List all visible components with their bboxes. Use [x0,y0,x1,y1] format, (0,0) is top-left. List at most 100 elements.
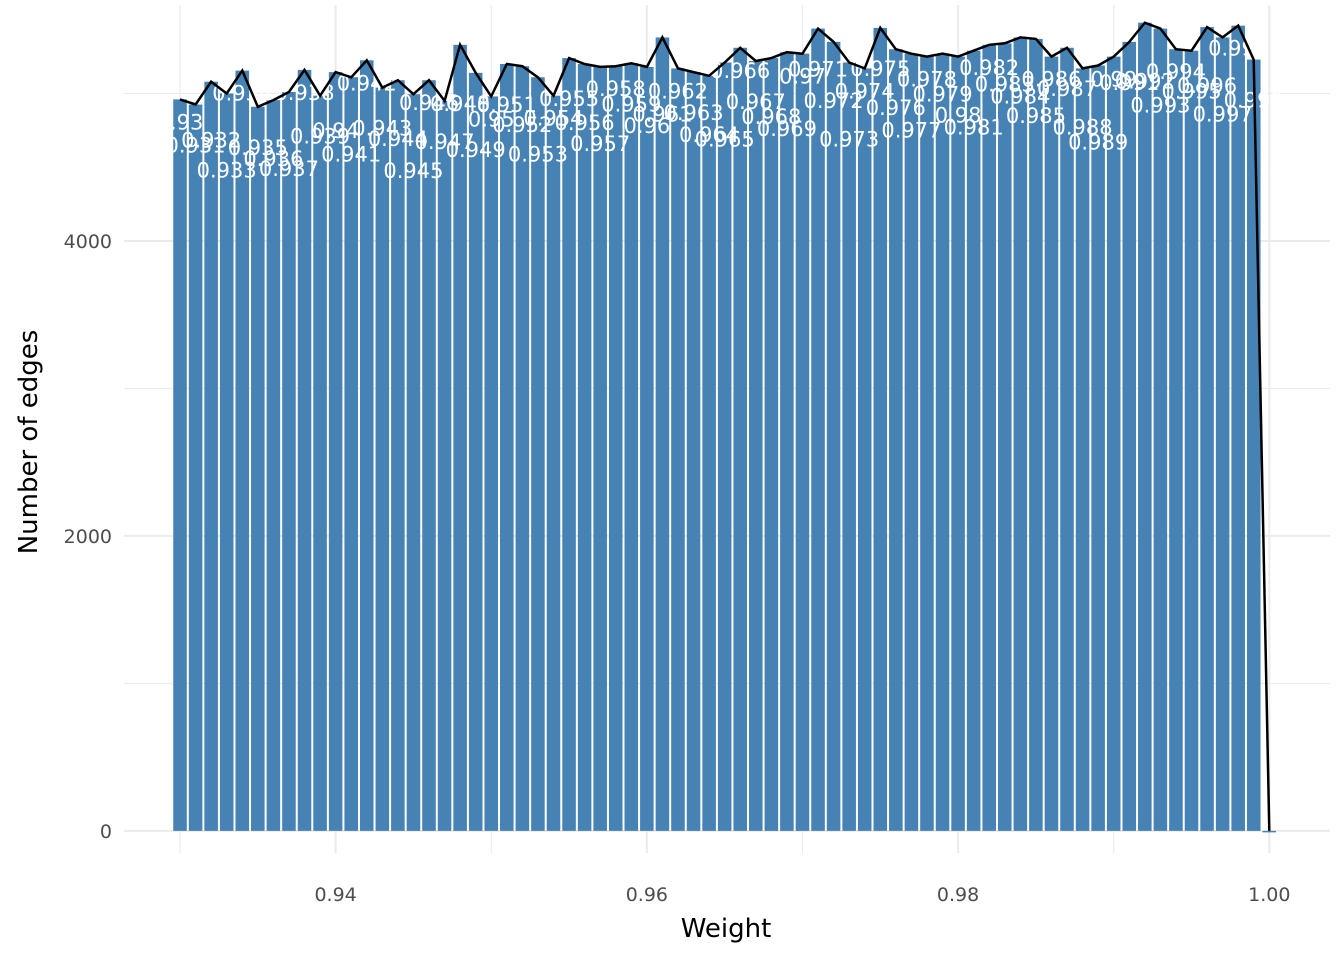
bar-value-labels: 0.930.9310.9320.9330.9340.9350.9360.9370… [157,37,1284,184]
bar-label: 0.963 [663,101,723,125]
x-tick-label: 1.00 [1248,884,1290,906]
x-axis-tick-labels: 0.94 0.96 0.98 1.00 [314,884,1290,906]
bar [391,80,405,831]
bar [406,94,421,831]
bar [733,47,748,831]
bar [251,106,265,831]
bar [1184,50,1199,831]
bar-label: 0.96 [623,114,670,138]
bars [173,22,1277,833]
bar-label: 0.951 [477,93,537,117]
bar-label: 0.949 [446,138,506,162]
bar [1060,47,1074,831]
bar-label: 0.973 [819,128,879,152]
x-tick-label: 0.94 [314,884,356,906]
bar-label: 0.997 [1193,102,1253,126]
bar [686,72,701,831]
bar-label: 0.95 [468,107,515,131]
bar [904,53,919,831]
bar-label: 0.938 [274,81,334,105]
bar-label: 0.944 [368,127,428,151]
bar-label: 0.99 [1090,68,1137,92]
y-axis-title: Number of edges [14,330,44,555]
bar [655,37,670,831]
bar-label: 0.998 [1208,37,1268,61]
bar [484,96,499,831]
bar [282,92,296,831]
bar [577,63,592,831]
bar [640,66,654,831]
bar-label: 0.934 [212,82,272,106]
bar-label: 0.964 [679,123,739,147]
bar-label: 0.932 [181,129,241,153]
bar [795,53,810,831]
bar-label: 0.996 [1177,74,1237,98]
bar-label: 0.972 [804,89,864,113]
bar [453,44,467,831]
bar [500,63,514,831]
bar [764,58,779,831]
bar [546,95,561,831]
bar [297,69,312,831]
bar-label: 0.981 [944,116,1004,140]
bar [702,75,716,831]
bar [344,77,358,831]
bar-label: 0.991 [1099,71,1159,95]
bar-label: 0.995 [1161,80,1221,104]
bar-label: 0.956 [555,111,615,135]
bar [204,81,218,831]
bar-label: 0.958 [586,77,646,101]
bar [873,27,888,831]
bar-label: 0.987 [1037,77,1097,101]
bar-label: 0.933 [197,158,257,182]
bar-label: 0.966 [710,59,770,83]
x-tick-label: 0.96 [626,884,668,906]
bar [1029,38,1043,831]
bar-label: 0.968 [741,105,801,129]
bar [328,72,343,831]
bar [313,95,327,831]
bar [857,68,872,831]
bar [437,100,452,831]
bar-label: 0.965 [695,128,755,152]
x-tick-label: 0.98 [937,884,979,906]
bar [1075,68,1090,831]
bar [188,104,203,831]
bar-label: 0.936 [243,147,303,171]
bar [173,99,187,831]
bar [1215,37,1230,831]
bar [422,80,436,831]
bar-label: 0.935 [228,136,288,160]
frequency-polygon-line [179,21,1271,831]
y-tick-label: 0 [100,821,112,843]
bar [935,53,950,831]
bar-label: 0.971 [788,58,848,82]
bar-label: 0.969 [757,117,817,141]
bar-label: 0.974 [835,79,895,103]
bar-label: 0.989 [1068,130,1128,154]
bar-label: 0.953 [508,142,568,166]
bar [1013,37,1028,831]
bar-label: 0.992 [1115,70,1175,94]
bar [749,61,763,831]
bar-label: 0.978 [897,68,957,92]
bar-label: 0.961 [632,102,692,126]
bar-label: 0.975 [850,57,910,81]
y-tick-label: 2000 [64,526,112,548]
bar-label: 0.967 [726,90,786,114]
bar-label: 0.98 [935,104,982,128]
bar [1091,65,1105,831]
bar-label: 0.941 [321,142,381,166]
bar [920,56,934,831]
bar-label: 0.986 [1021,68,1081,92]
bar [717,62,732,831]
bar-label: 0.988 [1053,115,1113,139]
bar [531,77,545,831]
bar-label: 0.94 [312,119,359,143]
bar-label: 0.931 [166,134,226,158]
bar-label: 0.947 [415,130,475,154]
bar-label: 0.983 [975,72,1035,96]
bar [671,68,685,831]
bar-label: 0.939 [290,125,350,149]
